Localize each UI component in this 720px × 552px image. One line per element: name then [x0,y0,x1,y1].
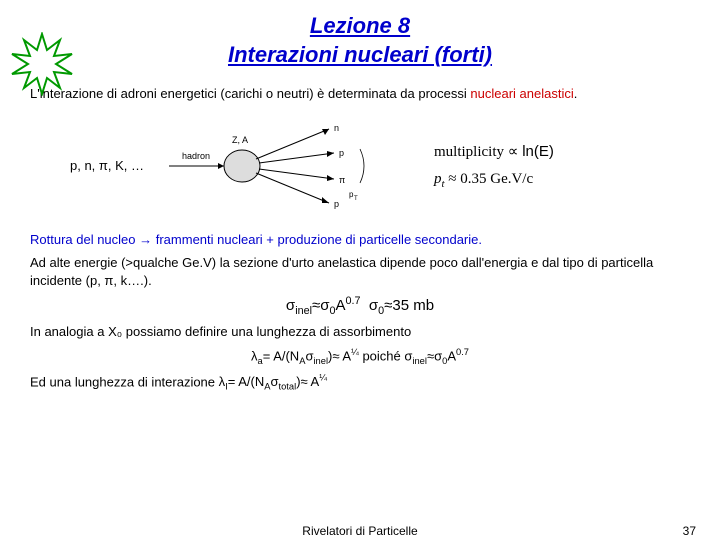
svg-text:π: π [339,175,345,185]
pt-b: ≈ 0.35 Ge.V/c [445,171,534,187]
svg-text:T: T [354,196,358,202]
slide-body: L'interazione di adroni energetici (cari… [0,69,720,393]
page-number: 37 [683,524,696,538]
para5-text: Ed una lunghezza di interazione [30,374,219,389]
pt-line: pt ≈ 0.35 Ge.V/c [434,171,554,190]
para1-emph: nucleari anelastici [470,86,573,101]
mult-b: ln(E) [522,143,554,160]
multiplicity-line: multiplicity ∝ ln(E) [434,142,554,161]
para-intro: L'interazione di adroni energetici (cari… [30,85,690,103]
svg-text:p: p [334,199,339,209]
para1-dot: . [574,86,578,101]
formula-sigma: σinel≈σ0A0.7 σ0≈35 mb [30,295,690,317]
title-line2: Interazioni nucleari (forti) [228,42,492,67]
para-breakup: Rottura del nucleo → frammenti nucleari … [30,231,690,249]
pt-a: p [434,171,442,187]
footer-text: Rivelatori di Particelle [0,524,720,538]
incoming-label: p, n, π, K, … [70,158,144,173]
formula-lambda-a: λa= A/(NAσinel)≈ A¼ poiché σinel≈σ0A0.7 [30,347,690,366]
para-absorption: In analogia a X₀ possiamo definire una l… [30,323,690,341]
title-line1: Lezione 8 [310,13,410,38]
svg-text:n: n [334,123,339,133]
mult-a: multiplicity ∝ [434,144,522,160]
slide-title: Lezione 8 Interazioni nucleari (forti) [0,12,720,69]
diagram-row: p, n, π, K, … hadron Z, A n p π p p T [70,111,690,221]
para-interaction-length: Ed una lunghezza di interazione λI= A/(N… [30,372,690,394]
diagram-target-label: Z, A [232,135,248,145]
formula-lambda-i: λI= A/(NAσtotal)≈ A¼ [219,374,327,389]
formula-column: multiplicity ∝ ln(E) pt ≈ 0.35 Ge.V/c [434,132,554,200]
diagram-hadron-label: hadron [182,151,210,161]
para1-text: L'interazione di adroni energetici (cari… [30,86,470,101]
para-highenergy: Ad alte energie (>qualche Ge.V) la sezio… [30,254,690,289]
nuclear-diagram: hadron Z, A n p π p pT [164,111,374,221]
svg-text:p: p [339,148,344,158]
starburst-icon [10,32,74,96]
